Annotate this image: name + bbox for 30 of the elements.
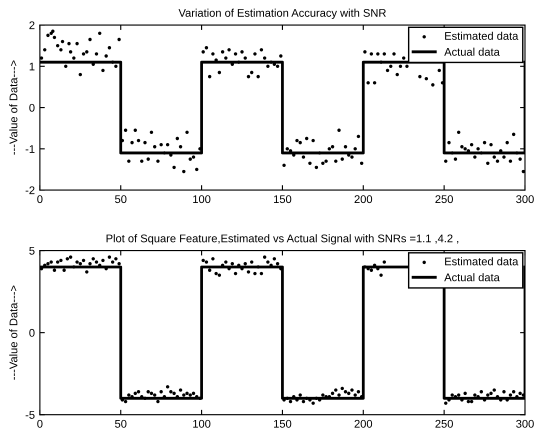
x-tick-label: 0 (37, 195, 43, 204)
legend-label: Actual data (444, 273, 500, 282)
x-tick-label: 0 (37, 420, 43, 428)
legend-label: Actual data (444, 48, 500, 56)
chart-title: Variation of Estimation Accuracy with SNR (178, 8, 386, 20)
x-tick-label: 250 (435, 195, 453, 204)
x-tick-label: 200 (354, 195, 372, 204)
chart-title: Plot of Square Feature,Estimated vs Actual Signal with SNRs =1.1 ,4.2 , (106, 234, 458, 245)
x-tick-label: 250 (435, 420, 453, 428)
y-tick-label: 1 (30, 62, 34, 70)
y-tick-label: 2 (29, 21, 34, 30)
legend-label: Estimated data (445, 257, 518, 266)
y-tick-label: -2 (26, 186, 34, 194)
legend-label: Estimated data (445, 32, 518, 40)
y-tick-label: 0 (29, 104, 35, 112)
y-tick-label: 5 (29, 246, 35, 255)
x-tick-label: 50 (115, 195, 126, 204)
y-axis-title: ---Value of Data---> (9, 286, 18, 380)
x-tick-label: 300 (516, 195, 534, 204)
x-tick-label: 200 (354, 420, 372, 428)
x-tick-label: 50 (115, 420, 126, 428)
y-tick-label: -5 (26, 411, 35, 419)
y-tick-label: 0 (29, 328, 35, 337)
y-tick-label: -1 (26, 145, 34, 153)
x-tick-label: 150 (274, 195, 292, 204)
x-tick-label: 300 (516, 420, 534, 428)
x-tick-label: 100 (193, 420, 210, 428)
x-tick-label: 100 (193, 195, 210, 204)
y-axis-title: ---Value of Data---> (9, 60, 18, 155)
x-tick-label: 150 (274, 420, 292, 428)
